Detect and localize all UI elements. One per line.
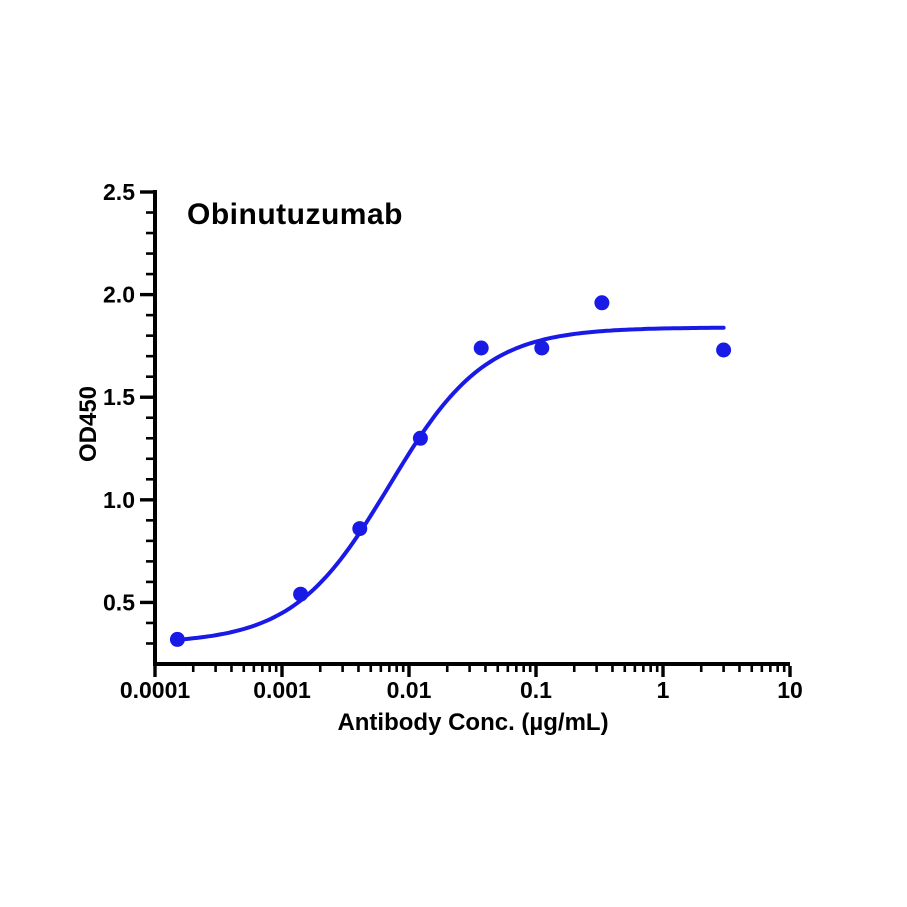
y-tick-label: 2.5 [103, 179, 135, 205]
x-tick-label: 0.001 [253, 677, 311, 703]
data-point [169, 631, 185, 647]
y-tick-label: 1.5 [103, 384, 135, 410]
x-tick-label: 0.1 [520, 677, 552, 703]
y-axis-title: OD450 [75, 385, 102, 463]
x-tick-label: 0.01 [387, 677, 432, 703]
data-point [534, 340, 550, 356]
data-point [352, 521, 368, 537]
x-tick-label: 1 [657, 677, 670, 703]
x-axis-title: Antibody Conc. (µg/mL) [337, 709, 609, 736]
data-point [412, 430, 428, 446]
x-tick-label: 0.0001 [120, 677, 191, 703]
data-point [293, 586, 309, 602]
chart-title: Obinutuzumab [187, 198, 403, 231]
x-tick-label: 10 [777, 677, 803, 703]
axis-spine [153, 190, 790, 666]
data-point [716, 342, 732, 358]
data-point [594, 295, 610, 311]
y-tick-label: 0.5 [103, 589, 135, 615]
y-tick-label: 2.0 [103, 282, 135, 308]
y-tick-label: 1.0 [103, 487, 135, 513]
fit-curve-line [175, 325, 726, 642]
data-point [473, 340, 489, 356]
